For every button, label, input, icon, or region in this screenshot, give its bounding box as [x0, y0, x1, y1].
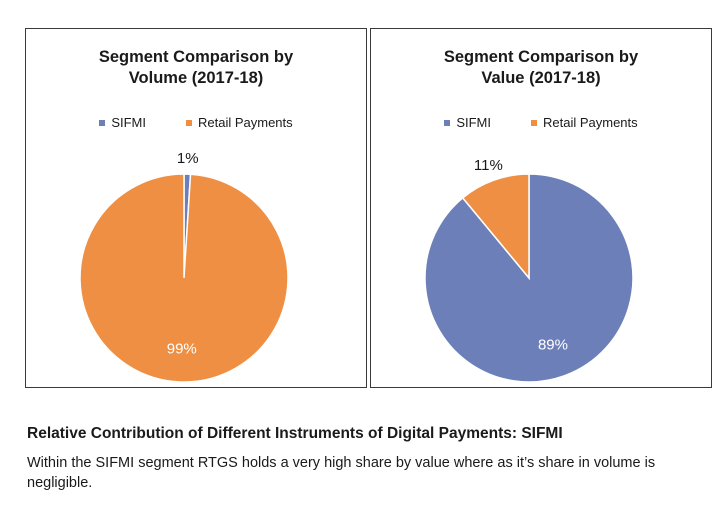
legend-label: Retail Payments	[198, 115, 293, 130]
chart-panel-value: Segment Comparison by Value (2017-18) SI…	[370, 28, 712, 388]
legend-swatch	[531, 120, 537, 126]
pie-chart-volume: 1% 99%	[79, 150, 289, 383]
pie-chart-value: 89% 11%	[424, 157, 634, 383]
chart-title-line-2: Value (2017-18)	[481, 69, 601, 87]
legend-swatch	[444, 120, 451, 126]
legend-item-sifmi: SIFMI	[444, 115, 491, 131]
legend-swatch	[186, 120, 192, 126]
data-label-retail-payments: 11%	[474, 157, 503, 174]
chart-title: Segment Comparison by Value (2017-18)	[371, 47, 711, 89]
chart-panel-volume: Segment Comparison by Volume (2017-18) S…	[25, 28, 367, 388]
data-label-sifmi: 1%	[177, 150, 199, 167]
pie-slice-retail-payments	[461, 173, 530, 281]
legend-label: Retail Payments	[543, 115, 638, 130]
data-label-retail-payments: 99%	[167, 341, 197, 358]
legend-item-retail-payments: Retail Payments	[186, 115, 293, 131]
legend-item-sifmi: SIFMI	[99, 115, 146, 131]
legend-swatch	[99, 120, 106, 126]
caption-text: Within the SIFMI segment RTGS holds a ve…	[27, 455, 656, 491]
legend-label: SIFMI	[111, 115, 146, 130]
chart-title-line-1: Segment Comparison by	[443, 48, 639, 66]
chart-title-line-1: Segment Comparison by	[98, 48, 294, 66]
pie-slice-retail-payments	[79, 173, 289, 383]
caption-title: Relative Contribution of Different Instr…	[27, 425, 563, 442]
chart-title-line-2: Volume (2017-18)	[128, 69, 264, 87]
chart-legend: SIFMI Retail Payments	[371, 115, 711, 131]
chart-legend: SIFMI Retail Payments	[26, 115, 366, 131]
legend-label: SIFMI	[456, 115, 491, 130]
data-label-sifmi: 89%	[538, 337, 568, 354]
legend-item-retail-payments: Retail Payments	[531, 115, 638, 131]
chart-title: Segment Comparison by Volume (2017-18)	[26, 47, 366, 89]
